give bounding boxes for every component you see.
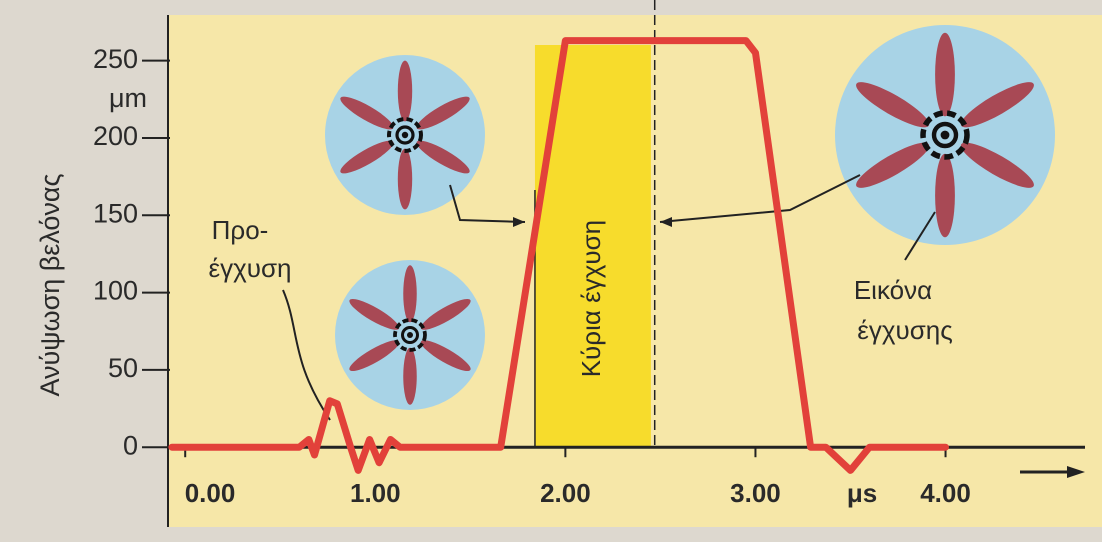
main-injection-label: Κύρια έγχυση [576,220,606,377]
page: {"chart_data": {"type": "line", "y_label… [0,0,1102,542]
x-tick-label: 1.00 [350,478,401,508]
spray-image [325,55,485,215]
annotation: έγχυσης [857,315,953,345]
chart: Κύρια έγχυση Ανύψωση βελόνας μm μs Προ- … [0,0,1102,542]
y-tick-label: 0 [123,430,138,460]
annotation: Προ- [212,215,269,245]
x-tick-label: 4.00 [920,478,971,508]
y-tick-label: 50 [108,353,138,383]
x-unit: μs [847,478,877,508]
y-tick-label: 200 [93,121,138,151]
y-tick-label: 100 [93,276,138,306]
x-tick-label: 3.00 [730,478,781,508]
spray-image [835,25,1055,245]
spray-image [335,260,485,410]
x-tick-label: 0.00 [185,478,236,508]
annotation: Εικόνα [854,275,932,305]
annotation: έγχυση [209,253,292,283]
y-tick-label: 150 [93,198,138,228]
y-axis-label: Ανύψωση βελόνας [35,173,65,396]
x-tick-label: 2.00 [540,478,591,508]
y-unit: μm [109,83,147,113]
y-tick-label: 250 [93,44,138,74]
